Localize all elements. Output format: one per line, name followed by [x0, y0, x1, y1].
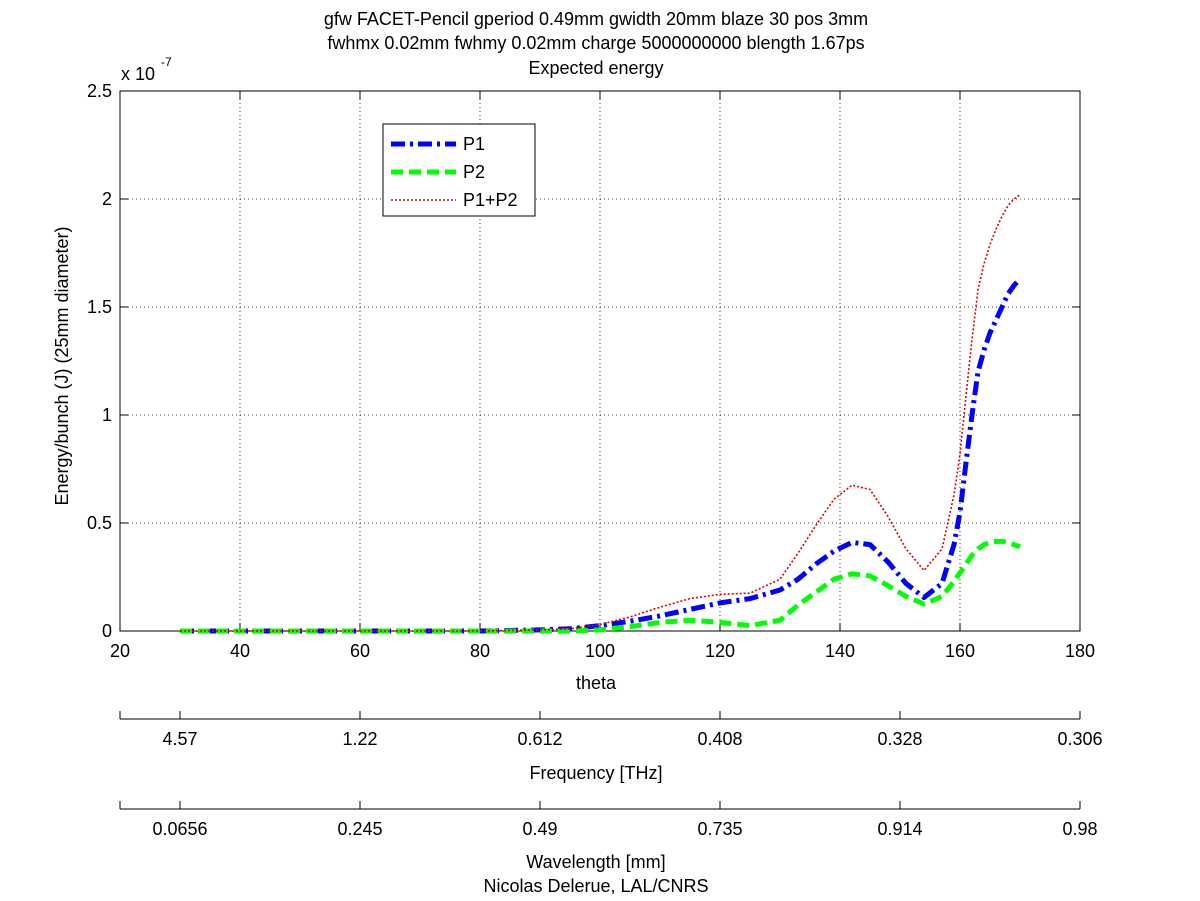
- secondary-tick-label: 0.328: [877, 729, 922, 749]
- secondary-tick-label: 0.98: [1062, 819, 1097, 839]
- y-tick-label: 0: [102, 621, 112, 641]
- y-tick-label: 1: [102, 405, 112, 425]
- x-tick-label: 20: [110, 641, 130, 661]
- x-tick-label: 180: [1065, 641, 1095, 661]
- x-tick-label: 60: [350, 641, 370, 661]
- secondary-tick-label: 0.914: [877, 819, 922, 839]
- multiplier-exponent: -7: [161, 55, 172, 69]
- secondary-tick-label: 0.245: [337, 819, 382, 839]
- legend: P1 P2 P1+P2: [382, 123, 536, 217]
- y-tick-label: 2.5: [87, 81, 112, 101]
- legend-label: P1+P2: [463, 190, 518, 210]
- y-axis-multiplier: x 10 -7: [121, 55, 172, 84]
- x-tick-label: 120: [705, 641, 735, 661]
- legend-label: P2: [463, 162, 485, 182]
- secondary-tick-label: 4.57: [162, 729, 197, 749]
- multiplier-base: x 10: [121, 64, 155, 84]
- x-tick-label: 140: [825, 641, 855, 661]
- x-tick-label: 80: [470, 641, 490, 661]
- credit-text: Nicolas Delerue, LAL/CNRS: [483, 876, 708, 896]
- wavelength-axis: 0.0656 0.245 0.49 0.735 0.914 0.98: [119, 801, 1098, 839]
- secondary-tick-label: 1.22: [342, 729, 377, 749]
- x-tick-label: 160: [945, 641, 975, 661]
- y-tick-label: 2: [102, 189, 112, 209]
- secondary-tick-label: 0.306: [1057, 729, 1102, 749]
- secondary-tick-label: 0.612: [517, 729, 562, 749]
- secondary-tick-label: 0.0656: [152, 819, 207, 839]
- secondary-tick-label: 0.408: [697, 729, 742, 749]
- series-line-p1: [180, 277, 1022, 634]
- chart-title: gfw FACET-Pencil gperiod 0.49mm gwidth 2…: [324, 9, 868, 78]
- secondary-tick-label: 0.49: [522, 819, 557, 839]
- wavelength-axis-label: Wavelength [mm]: [526, 852, 665, 872]
- x-tick-label: 100: [585, 641, 615, 661]
- title-line-2: fwhmx 0.02mm fwhmy 0.02mm charge 5000000…: [327, 33, 864, 53]
- y-tick-label: 0.5: [87, 513, 112, 533]
- grid-lines: [120, 91, 1080, 631]
- frequency-axis: 4.57 1.22 0.612 0.408 0.328 0.306: [119, 711, 1103, 749]
- y-axis-label: Energy/bunch (J) (25mm diameter): [52, 226, 72, 505]
- title-line-1: gfw FACET-Pencil gperiod 0.49mm gwidth 2…: [324, 9, 868, 29]
- title-line-3: Expected energy: [528, 58, 663, 78]
- series-line-p2: [180, 538, 1021, 634]
- frequency-axis-label: Frequency [THz]: [529, 763, 662, 783]
- secondary-tick-label: 0.735: [697, 819, 742, 839]
- axis-ticks: 20 40 60 80 100 120 140 160 180 0 0.5 1 1.5 2 2.5: [87, 81, 1095, 661]
- x-tick-label: 40: [230, 641, 250, 661]
- y-tick-label: 1.5: [87, 297, 112, 317]
- x-axis-label: theta: [576, 673, 617, 693]
- legend-label: P1: [463, 134, 485, 154]
- data-series: [180, 194, 1022, 634]
